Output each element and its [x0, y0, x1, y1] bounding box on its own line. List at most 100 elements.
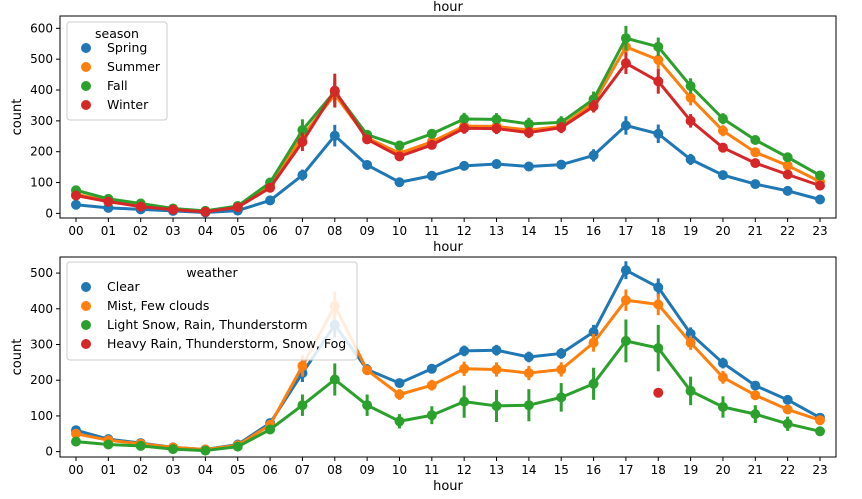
series-light-snow-rain-thunderstorm: [71, 319, 825, 456]
legend-frame: [66, 261, 358, 361]
data-point: [685, 154, 696, 165]
legend-marker: [81, 282, 91, 292]
y-tick-label: 100: [30, 409, 53, 423]
data-point: [168, 204, 179, 215]
x-axis-ticks: 00 01 02 03 04 05 06 07 08 09 10 11 12 13 14 15 16 17 18 19…: [68, 218, 828, 238]
data-point: [815, 415, 825, 426]
data-point: [685, 328, 696, 339]
data-point: [362, 134, 373, 145]
x-tick-label: 13: [489, 463, 504, 477]
data-point: [620, 265, 631, 276]
x-tick-label: 09: [359, 224, 374, 238]
data-point: [103, 439, 114, 450]
legend-label: Fall: [107, 78, 128, 93]
data-point: [459, 345, 470, 356]
x-tick-label: 14: [521, 224, 536, 238]
data-point: [426, 380, 437, 391]
data-point: [685, 92, 696, 103]
x-tick-label: 22: [780, 463, 795, 477]
x-tick-label: 17: [618, 463, 633, 477]
data-point: [750, 158, 761, 169]
series-line: [75, 61, 821, 214]
data-point: [523, 161, 534, 172]
legend-marker: [81, 43, 91, 53]
data-point: [815, 426, 825, 437]
x-tick-label: 10: [392, 224, 407, 238]
x-tick-label: 05: [230, 463, 245, 477]
data-point: [685, 337, 696, 348]
data-point: [523, 118, 534, 129]
data-point: [71, 436, 81, 447]
data-point: [491, 123, 502, 134]
data-point: [685, 385, 696, 396]
x-tick-label: 22: [780, 224, 795, 238]
data-point: [200, 445, 211, 456]
legend-frame: [66, 21, 168, 121]
x-tick-label: 02: [133, 463, 148, 477]
data-point: [717, 125, 728, 136]
data-point: [523, 400, 534, 411]
legend-marker: [81, 81, 91, 91]
x-tick-label: 15: [554, 224, 569, 238]
data-point: [750, 179, 761, 190]
data-point: [135, 201, 146, 212]
x-tick-label: 14: [521, 463, 536, 477]
legend-label: Mist, Few clouds: [107, 298, 209, 313]
data-point: [556, 392, 567, 403]
data-point: [265, 195, 276, 206]
x-tick-label: 21: [748, 463, 763, 477]
x-tick-label: 00: [68, 463, 83, 477]
x-tick-label: 04: [198, 224, 213, 238]
data-point: [426, 170, 437, 181]
data-point: [297, 170, 308, 181]
data-point: [265, 424, 276, 435]
series-spring: [71, 116, 825, 218]
legend-marker: [81, 320, 91, 330]
data-point: [394, 378, 405, 389]
x-tick-label: 06: [262, 224, 277, 238]
data-point: [620, 33, 631, 44]
y-axis-ticks: 0 100 200 300 400 500: [30, 266, 60, 459]
data-point: [653, 387, 664, 398]
data-point: [523, 352, 534, 362]
data-point: [362, 159, 373, 170]
data-point: [459, 160, 470, 171]
series-line: [75, 36, 821, 213]
x-tick-label: 03: [165, 224, 180, 238]
x-axis-label-top: hour: [433, 240, 463, 255]
data-point: [459, 363, 470, 374]
y-axis-ticks: 0 100 200 300 400 500 600: [30, 21, 60, 220]
x-tick-label: 23: [812, 463, 827, 477]
y-tick-label: 500: [30, 52, 53, 66]
data-point: [685, 81, 696, 92]
data-point: [717, 372, 728, 383]
data-point: [685, 115, 696, 126]
data-point: [168, 444, 179, 455]
x-tick-label: 08: [327, 463, 342, 477]
data-point: [782, 160, 793, 171]
data-point: [523, 368, 534, 379]
data-point: [394, 177, 405, 188]
data-point: [620, 58, 631, 69]
data-point: [653, 343, 664, 354]
x-tick-label: 06: [262, 463, 277, 477]
weather-series: [71, 261, 825, 456]
x-tick-label: 11: [424, 224, 439, 238]
x-tick-label: 07: [295, 463, 310, 477]
x-tick-label: 21: [748, 224, 763, 238]
x-tick-label: 18: [651, 224, 666, 238]
data-point: [523, 127, 534, 138]
series-line: [75, 123, 821, 214]
legend-label: Light Snow, Rain, Thunderstorm: [107, 317, 308, 332]
data-point: [588, 101, 599, 112]
data-point: [750, 390, 761, 401]
data-point: [362, 400, 373, 411]
data-point: [588, 337, 599, 348]
data-point: [426, 410, 437, 421]
data-point: [103, 196, 114, 207]
data-point: [782, 152, 793, 163]
data-point: [750, 409, 761, 420]
data-point: [491, 114, 502, 125]
data-point: [620, 120, 631, 131]
x-tick-label: 05: [230, 224, 245, 238]
